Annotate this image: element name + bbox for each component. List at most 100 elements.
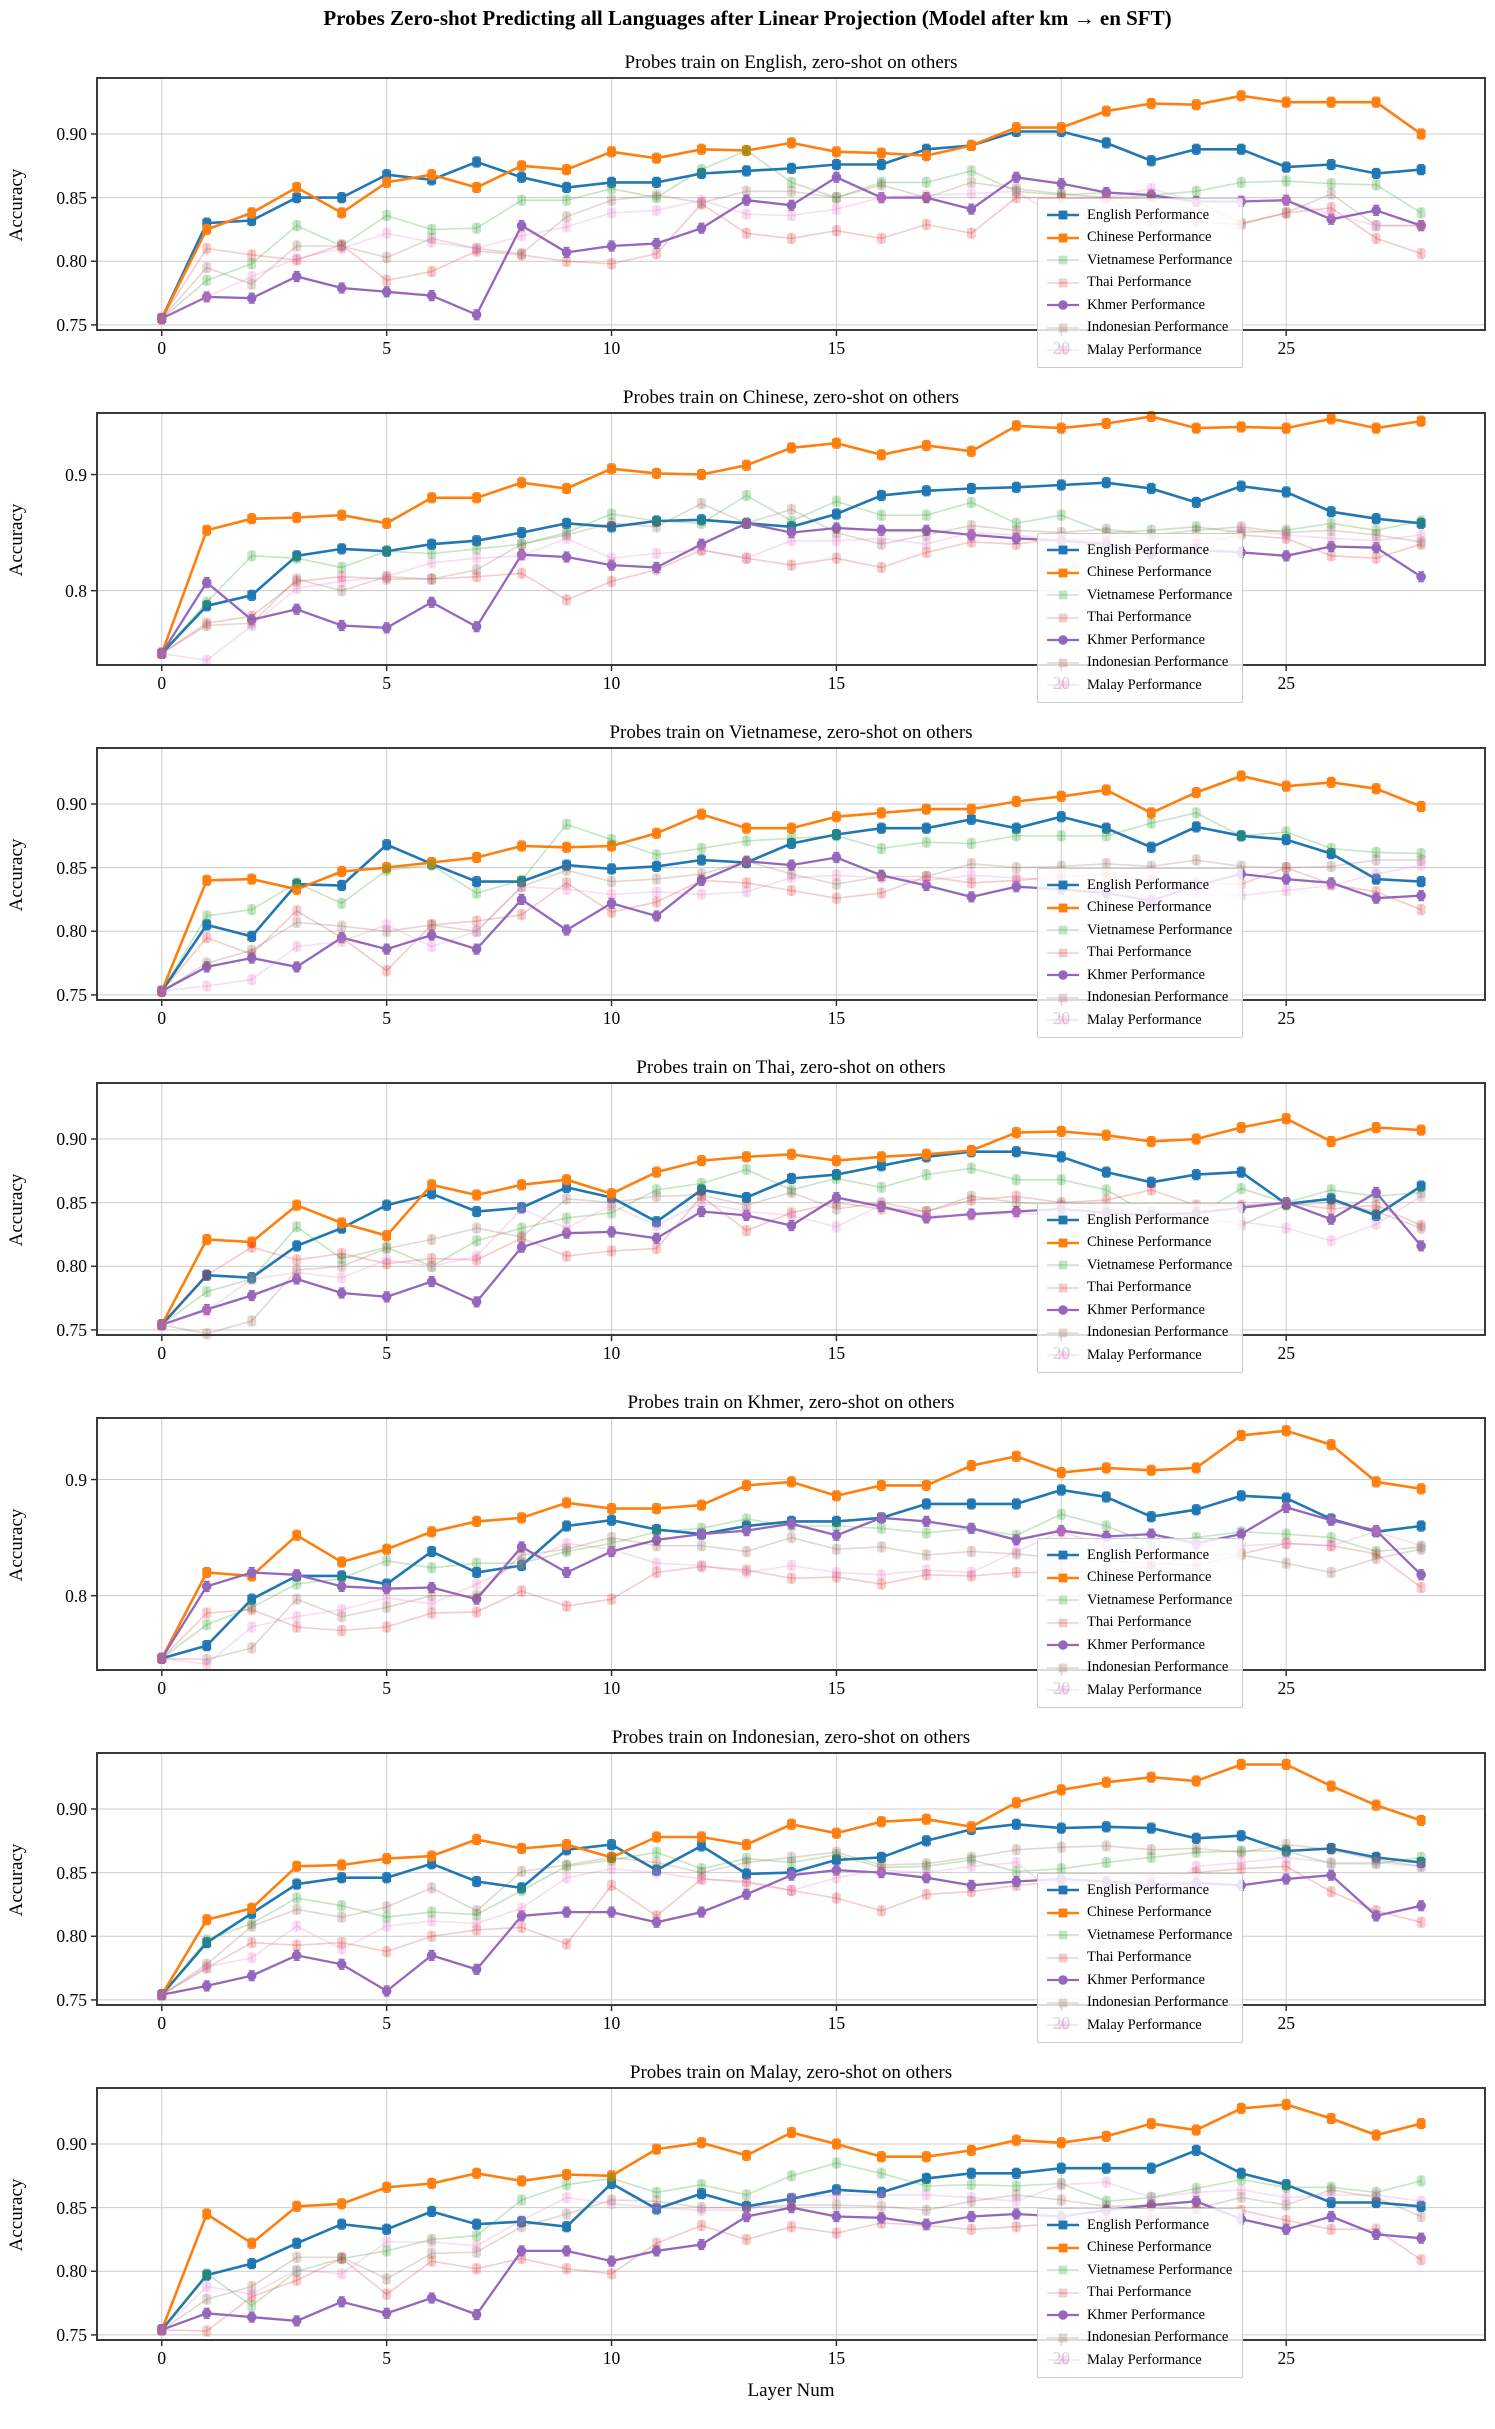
marker-square-chinese [1416,1816,1426,1825]
legend-marker-shape [1058,903,1068,913]
marker-square-indonesian [652,874,661,884]
marker-square-chinese [832,1491,841,1501]
marker-circle-khmer [381,623,392,633]
legend-item: Indonesian Performance [1046,987,1232,1010]
marker-square-malay [337,1605,347,1615]
marker-square-indonesian [1011,1198,1021,1208]
marker-square-indonesian [832,1204,841,1214]
marker-square-english [877,160,886,169]
marker-square-english [832,509,841,519]
marker-circle-khmer [741,1525,752,1536]
marker-square-thai [1326,1887,1336,1897]
marker-square-thai [1326,1204,1336,1214]
marker-square-indonesian [427,1591,437,1601]
marker-square-vietnamese [292,1222,302,1232]
marker-circle-khmer [156,648,167,659]
marker-square-english [742,166,751,176]
x-tick-label: 25 [1277,1343,1295,1363]
legend-item: Chinese Performance [1046,1232,1232,1255]
marker-square-vietnamese [787,833,796,843]
marker-square-vietnamese [607,1855,616,1865]
marker-square-indonesian [1236,522,1246,532]
x-tick-label: 5 [382,1343,392,1363]
marker-square-chinese [877,1480,886,1490]
marker-square-chinese [427,1180,437,1190]
marker-square-indonesian [202,1655,212,1664]
marker-square-indonesian [382,572,392,582]
marker-square-vietnamese [1011,831,1021,841]
subplot-title: Probes train on Chinese, zero-shot on ot… [622,387,960,408]
marker-square-indonesian [742,1547,751,1556]
marker-square-vietnamese [202,1287,212,1297]
marker-square-thai [787,1573,796,1583]
marker-square-vietnamese [562,819,571,829]
marker-circle-khmer [471,621,482,632]
marker-square-thai [1236,1864,1246,1874]
marker-circle-khmer [291,1274,302,1284]
marker-square-english [1011,482,1021,492]
marker-square-indonesian [517,1232,526,1242]
marker-square-english [427,1189,437,1199]
marker-square-indonesian [1416,537,1426,547]
legend-marker-khmer [1047,970,1079,981]
legend-item: Vietnamese Performance [1046,249,1232,272]
marker-square-thai [742,1565,751,1575]
marker-square-chinese [202,1235,212,1244]
marker-square-malay [1281,195,1291,205]
marker-square-chinese [742,146,751,155]
marker-square-indonesian [787,186,796,196]
marker-square-vietnamese [607,1539,616,1548]
marker-square-thai [877,1906,886,1916]
y-tick-label: 0.75 [56,984,87,1005]
marker-square-chinese [652,153,661,163]
plot-border [96,412,1486,666]
marker-square-english [787,522,796,532]
marker-square-vietnamese [337,1901,347,1911]
marker-square-indonesian [472,926,482,936]
marker-square-indonesian [517,1550,526,1560]
marker-square-thai [517,250,526,260]
marker-square-thai [472,1925,482,1935]
marker-square-chinese [247,514,257,524]
marker-circle-khmer [1011,1535,1022,1545]
marker-square-indonesian [1371,530,1381,540]
marker-square-indonesian [966,1191,976,1201]
y-tick-label: 0.80 [56,1926,87,1947]
marker-square-indonesian [1281,528,1291,538]
marker-square-english [1326,507,1336,517]
marker-circle-khmer [471,1594,482,1604]
marker-square-thai [921,219,931,229]
series-line-thai [161,1865,1422,1996]
y-axis-label: Accuracy [6,1508,27,1582]
marker-square-malay [742,553,751,563]
marker-square-vietnamese [1326,518,1336,528]
marker-square-thai [921,872,931,881]
marker-square-malay [157,314,167,323]
marker-square-malay [877,534,886,543]
marker-square-chinese [202,875,212,885]
marker-square-malay [787,536,796,546]
legend-item: Thai Performance [1046,272,1232,295]
marker-square-chinese [1146,412,1156,421]
marker-square-indonesian [562,1544,571,1554]
marker-square-thai [472,916,482,926]
marker-square-malay [832,204,841,214]
legend-item: Khmer Performance [1046,294,1232,317]
marker-square-english [562,518,571,528]
marker-square-english [1101,1167,1111,1177]
x-tick-label: 10 [602,1678,621,1698]
marker-square-malay [966,189,976,199]
marker-square-chinese [877,808,886,818]
marker-square-indonesian [652,1191,661,1201]
series-line-vietnamese [161,812,1422,992]
marker-square-english [697,1185,706,1195]
marker-square-vietnamese [1281,525,1291,535]
marker-square-english [202,1641,212,1651]
legend-label: Vietnamese Performance [1087,1591,1233,1608]
legend-marker-chinese [1047,1573,1079,1583]
legend-label: Indonesian Performance [1087,319,1229,336]
marker-square-vietnamese [337,241,347,251]
marker-square-indonesian [562,865,571,875]
legend-marker-shape [1058,278,1068,288]
marker-square-english [202,920,212,930]
